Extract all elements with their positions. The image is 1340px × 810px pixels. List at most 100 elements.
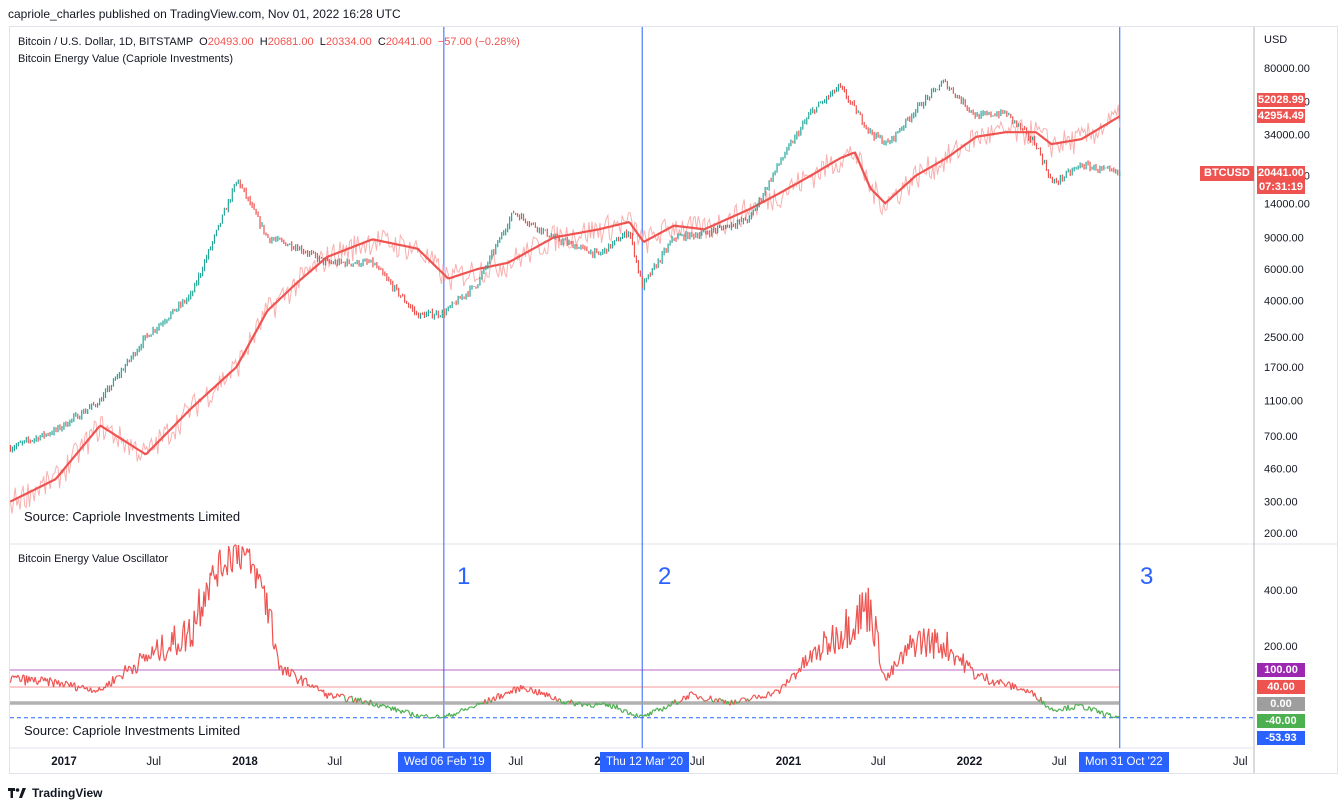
footer[interactable]: TradingView xyxy=(8,786,102,800)
oscillator-segment xyxy=(256,568,259,580)
oscillator-segment xyxy=(522,685,525,690)
oscillator-segment xyxy=(77,685,80,689)
oscillator-segment xyxy=(351,695,354,703)
oscillator-segment xyxy=(364,700,368,703)
oscillator-segment xyxy=(250,564,253,574)
oscillator-segment xyxy=(639,714,642,717)
time-tick-label: Jul xyxy=(1052,756,1067,768)
oscillator-segment xyxy=(963,663,967,673)
oscillator-segment xyxy=(204,582,208,607)
osc-tag-40: 40.00 xyxy=(1257,680,1305,694)
oscillator-segment xyxy=(847,616,851,645)
open-label: O xyxy=(199,36,208,48)
oscillator-segment xyxy=(1056,709,1059,713)
oscillator-segment xyxy=(294,674,297,679)
oscillator-segment xyxy=(551,698,554,701)
oscillator-segment xyxy=(892,661,895,675)
oscillator-segment xyxy=(165,653,168,660)
oscillator-segment xyxy=(902,653,905,665)
price-tick-label: 700.00 xyxy=(1264,431,1298,443)
oscillator-segment xyxy=(971,666,974,671)
oscillator-segment xyxy=(1029,690,1032,694)
oscillator-segment xyxy=(80,685,83,688)
price-legend[interactable]: Bitcoin / U.S. Dollar, 1D, BITSTAMP O204… xyxy=(18,36,520,48)
oscillator-segment xyxy=(1117,715,1119,718)
oscillator-segment xyxy=(494,698,497,702)
oscillator-segment xyxy=(1062,706,1065,711)
oscillator-segment xyxy=(749,698,752,701)
oscillator-segment xyxy=(1008,681,1011,684)
currency-label[interactable]: USD xyxy=(1264,34,1288,46)
oscillator-segment xyxy=(316,685,320,691)
oscillator-segment xyxy=(228,545,231,552)
oscillator-segment xyxy=(292,669,295,673)
oscillator-segment xyxy=(863,610,865,613)
oscillator-segment xyxy=(1082,704,1085,710)
oscillator-segment xyxy=(404,709,407,713)
oscillator-legend[interactable]: Bitcoin Energy Value Oscillator xyxy=(18,553,169,565)
oscillator-segment xyxy=(301,678,305,687)
oscillator-segment xyxy=(928,628,931,654)
time-tick-label: Jul xyxy=(1233,756,1248,768)
oscillator-segment xyxy=(50,679,53,683)
oscillator-segment xyxy=(946,631,950,661)
chart-frame xyxy=(9,26,1338,774)
oscillator-segment xyxy=(665,706,668,710)
oscillator-segment xyxy=(138,653,141,662)
oscillator-segment xyxy=(478,702,481,706)
oscillator-segment xyxy=(65,680,68,683)
price-tick-label: 4000.00 xyxy=(1264,296,1304,308)
oscillator-segment xyxy=(308,684,311,688)
oscillator-segment xyxy=(488,697,491,701)
oscillator-segment xyxy=(1068,708,1071,711)
oscillator-segment xyxy=(456,712,459,714)
oscillator-segment xyxy=(342,694,345,697)
price-tick-label: 6000.00 xyxy=(1264,264,1304,276)
oscillator-segment xyxy=(597,702,601,705)
oscillator-segment xyxy=(229,551,232,569)
oscillator-segment xyxy=(1099,711,1102,715)
oscillator-segment xyxy=(291,668,294,671)
oscillator-segment xyxy=(158,652,162,661)
oscillator-segment xyxy=(276,650,279,658)
oscillator-segment xyxy=(1057,708,1060,711)
oscillator-segment xyxy=(237,544,241,566)
oscillator-segment xyxy=(748,699,751,702)
oscillator-segment xyxy=(807,659,810,663)
oscillator-segment xyxy=(421,714,424,717)
oscillator-segment xyxy=(912,638,915,643)
oscillator-segment xyxy=(1090,708,1094,712)
oscillator-segment xyxy=(205,582,209,589)
oscillator-segment xyxy=(161,634,164,654)
oscillator-segment xyxy=(64,680,67,686)
oscillator-segment xyxy=(631,713,634,716)
oscillator-segment xyxy=(987,680,990,685)
oscillator-segment xyxy=(849,641,852,646)
oscillator-segment xyxy=(780,685,783,690)
oscillator-segment xyxy=(873,616,877,647)
oscillator-segment xyxy=(953,656,957,666)
oscillator-segment xyxy=(697,696,700,700)
oscillator-segment xyxy=(1014,684,1017,687)
oscillator-segment xyxy=(695,694,698,698)
oscillator-segment xyxy=(17,674,20,678)
oscillator-segment xyxy=(736,702,738,704)
oscillator-segment xyxy=(208,572,211,601)
oscillator-segment xyxy=(271,611,274,646)
oscillator-segment xyxy=(66,681,69,685)
oscillator-segment xyxy=(18,677,21,683)
oscillator-segment xyxy=(266,592,269,624)
oscillator-segment xyxy=(679,700,682,703)
oscillator-segment xyxy=(343,695,347,702)
oscillator-segment xyxy=(211,565,215,575)
tradingview-logo-icon xyxy=(8,788,26,798)
oscillator-segment xyxy=(1071,707,1074,710)
oscillator-segment xyxy=(986,673,989,681)
oscillator-segment xyxy=(1076,704,1079,706)
oscillator-segment xyxy=(691,691,694,695)
oscillator-segment xyxy=(128,665,131,668)
indicator-legend[interactable]: Bitcoin Energy Value (Capriole Investmen… xyxy=(18,53,234,65)
oscillator-segment xyxy=(216,554,220,587)
oscillator-segment xyxy=(815,651,819,660)
